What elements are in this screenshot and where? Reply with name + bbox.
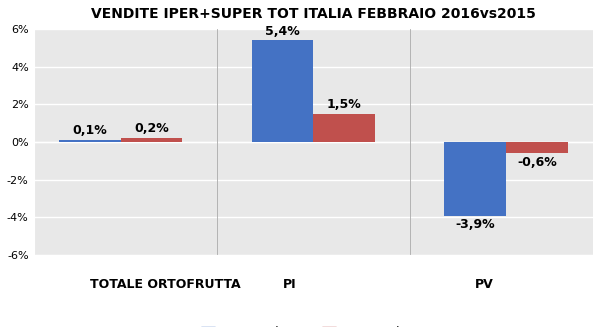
Bar	[59, 140, 121, 142]
Text: 5,4%: 5,4%	[265, 25, 300, 38]
Text: 0,2%: 0,2%	[134, 123, 169, 135]
Bar	[121, 138, 182, 142]
Legend: Var.% Valore, Var.% Volume: Var.% Valore, Var.% Volume	[196, 322, 431, 327]
Text: TOTALE ORTOFRUTTA: TOTALE ORTOFRUTTA	[90, 278, 241, 291]
Bar	[313, 114, 375, 142]
Text: PV: PV	[475, 278, 494, 291]
Text: 1,5%: 1,5%	[327, 98, 362, 111]
Text: -3,9%: -3,9%	[455, 218, 495, 231]
Title: VENDITE IPER+SUPER TOT ITALIA FEBBRAIO 2016vs2015: VENDITE IPER+SUPER TOT ITALIA FEBBRAIO 2…	[91, 7, 536, 21]
Text: -0,6%: -0,6%	[517, 156, 557, 169]
Bar	[445, 142, 506, 215]
Bar	[506, 142, 568, 153]
Text: 0,1%: 0,1%	[73, 124, 107, 137]
Text: PI: PI	[283, 278, 296, 291]
Bar	[251, 40, 313, 142]
